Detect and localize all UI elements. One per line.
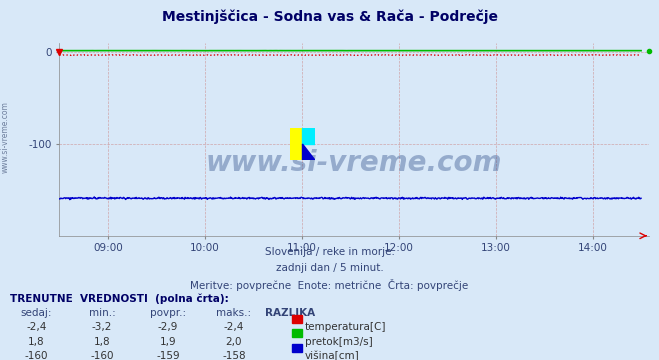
Text: -158: -158 — [222, 351, 246, 360]
Text: 1,9: 1,9 — [159, 337, 177, 347]
Text: -2,4: -2,4 — [26, 322, 46, 332]
Text: povpr.:: povpr.: — [150, 308, 186, 318]
Text: pretok[m3/s]: pretok[m3/s] — [305, 337, 373, 347]
Text: www.si-vreme.com: www.si-vreme.com — [1, 101, 10, 173]
Text: Slovenija / reke in morje.: Slovenija / reke in morje. — [264, 247, 395, 257]
Text: 2,0: 2,0 — [225, 337, 243, 347]
Text: www.si-vreme.com: www.si-vreme.com — [206, 149, 502, 177]
Text: temperatura[C]: temperatura[C] — [305, 322, 387, 332]
Polygon shape — [290, 128, 302, 160]
Text: Mestinjščica - Sodna vas & Rača - Podrečje: Mestinjščica - Sodna vas & Rača - Podreč… — [161, 9, 498, 23]
Text: -2,4: -2,4 — [224, 322, 244, 332]
Polygon shape — [302, 128, 315, 144]
Text: sedaj:: sedaj: — [20, 308, 52, 318]
Text: min.:: min.: — [89, 308, 115, 318]
Text: RAZLIKA: RAZLIKA — [265, 308, 315, 318]
Text: maks.:: maks.: — [216, 308, 252, 318]
Text: 1,8: 1,8 — [94, 337, 111, 347]
Text: -159: -159 — [156, 351, 180, 360]
Text: višina[cm]: višina[cm] — [305, 351, 360, 360]
Text: -2,9: -2,9 — [158, 322, 178, 332]
Text: 1,8: 1,8 — [28, 337, 45, 347]
Text: Meritve: povprečne  Enote: metrične  Črta: povprečje: Meritve: povprečne Enote: metrične Črta:… — [190, 279, 469, 291]
Text: -160: -160 — [90, 351, 114, 360]
Text: TRENUTNE  VREDNOSTI  (polna črta):: TRENUTNE VREDNOSTI (polna črta): — [10, 293, 229, 304]
Text: zadnji dan / 5 minut.: zadnji dan / 5 minut. — [275, 263, 384, 273]
Polygon shape — [302, 144, 315, 160]
Text: -3,2: -3,2 — [92, 322, 112, 332]
Text: -160: -160 — [24, 351, 48, 360]
